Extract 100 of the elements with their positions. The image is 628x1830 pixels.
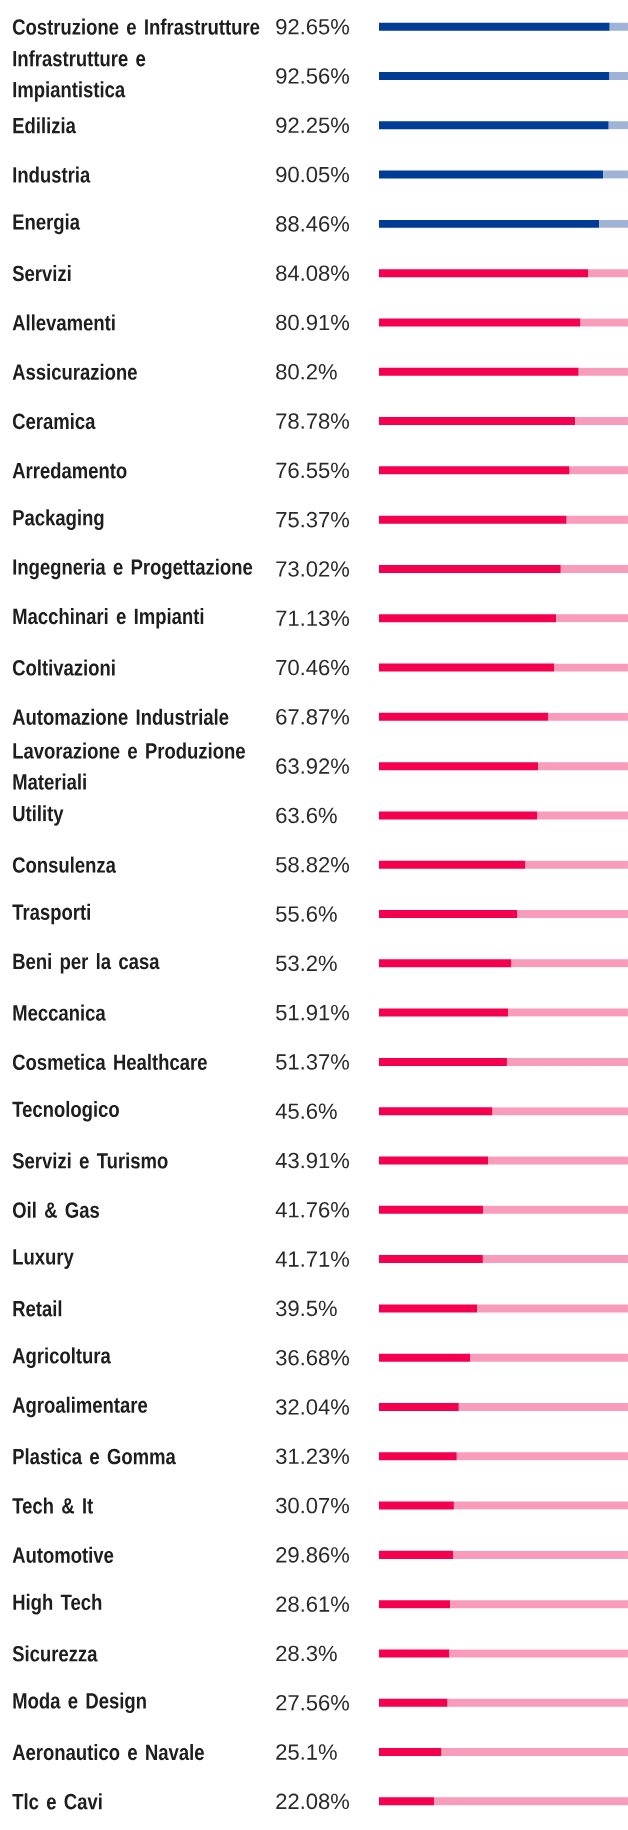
data-label: 76.55% [276, 462, 350, 479]
bar [537, 811, 628, 820]
data-label: 39.5% [276, 1300, 337, 1317]
bar [378, 71, 610, 80]
bar [609, 71, 628, 80]
bar [560, 564, 628, 573]
bar [482, 1205, 628, 1214]
bar [458, 1402, 628, 1411]
data-label: 58.82% [276, 856, 350, 873]
y-tick-label: Arredamento [12, 462, 127, 479]
data-label: 90.05% [276, 166, 350, 183]
y-tick-label: Aeronautico e Navale [12, 1743, 204, 1761]
data-label: 71.13% [276, 610, 350, 627]
bar [554, 663, 628, 672]
bar [453, 1550, 628, 1559]
bar [578, 367, 628, 376]
bar [575, 417, 628, 426]
data-label: 63.92% [276, 758, 350, 774]
bar [609, 22, 628, 31]
data-label: 28.61% [276, 1596, 350, 1612]
data-label: 88.46% [276, 216, 350, 232]
y-tick-label: Oil & Gas [12, 1201, 100, 1218]
y-tick-label: Automotive [12, 1546, 114, 1563]
bar [378, 663, 555, 672]
bar [450, 1600, 628, 1609]
data-label: 28.3% [276, 1645, 337, 1662]
bar [378, 860, 526, 869]
y-tick-label: Meccanica [13, 1004, 106, 1021]
bar [441, 1748, 628, 1757]
data-label: 51.91% [276, 1004, 350, 1021]
y-tick-label: Trasporti [12, 903, 90, 925]
y-tick-label: Macchinari e Impianti [13, 607, 204, 629]
bar [378, 1107, 493, 1116]
bar [378, 170, 604, 179]
bar [378, 1748, 442, 1757]
y-tick-label: Servizi e Turismo [12, 1152, 168, 1169]
bar [488, 1156, 628, 1165]
data-label: 45.6% [275, 1103, 337, 1119]
bar [588, 269, 628, 278]
bar [477, 1304, 628, 1313]
bar [599, 219, 628, 228]
bar [378, 1452, 457, 1461]
bar [378, 269, 589, 278]
bar [378, 1057, 507, 1066]
data-label: 41.76% [275, 1202, 350, 1218]
y-tick-label: Tech & It [12, 1497, 94, 1514]
bar [378, 712, 548, 721]
bar [378, 1304, 478, 1313]
bar [569, 466, 628, 475]
bar [378, 1698, 448, 1707]
data-label: 67.87% [276, 709, 350, 725]
y-tick-label: Tlc e Cavi [12, 1793, 102, 1810]
bar [378, 762, 539, 771]
bar [378, 1550, 454, 1559]
bar [378, 1600, 451, 1609]
bar [378, 910, 518, 919]
y-tick-label: Tecnologico [12, 1100, 119, 1122]
data-label: 25.1% [276, 1744, 337, 1760]
bar [378, 515, 567, 524]
y-tick-label: Agricoltura [12, 1347, 111, 1368]
y-tick-label: Sicurezza [12, 1645, 98, 1662]
y-tick-label: Plastica e Gomma [13, 1448, 176, 1465]
bar [378, 959, 512, 968]
data-label: 80.2% [276, 363, 337, 380]
y-tick-label: Consulenza [12, 856, 117, 873]
bar [566, 515, 628, 524]
bar [378, 1501, 454, 1510]
bar [511, 959, 628, 968]
data-label: 30.07% [276, 1497, 350, 1514]
bar [378, 466, 570, 475]
y-tick-label: Automazione Industriale [12, 708, 229, 725]
y-tick-label: Ceramica [12, 412, 96, 430]
bar [378, 1797, 434, 1806]
data-label: 36.68% [276, 1349, 350, 1366]
y-tick-label: Packaging [13, 509, 104, 530]
y-tick-label: Lavorazione e Produzione Materiali [13, 742, 245, 790]
y-tick-label: Cosmetica Healthcare [12, 1053, 207, 1070]
bar [378, 1255, 483, 1264]
data-label: 31.23% [276, 1448, 350, 1465]
bar [378, 318, 581, 327]
data-label: 73.02% [276, 561, 350, 577]
y-tick-label: Costruzione e Infrastrutture [12, 18, 260, 35]
data-label: 92.25% [276, 117, 350, 134]
y-tick-label: Retail [13, 1300, 62, 1317]
bar [538, 762, 628, 771]
y-tick-label: Energia [13, 213, 81, 235]
data-label: 51.37% [276, 1054, 350, 1070]
bar [378, 121, 609, 130]
data-label: 29.86% [276, 1547, 350, 1563]
y-tick-label: Beni per la casa [13, 953, 160, 974]
bar [482, 1255, 628, 1264]
bar [547, 712, 628, 721]
data-label: 53.2% [276, 955, 337, 972]
y-tick-label: Coltivazioni [12, 659, 115, 676]
bar [470, 1353, 628, 1362]
y-tick-label: High Tech [13, 1593, 102, 1615]
data-label: 92.65% [276, 18, 350, 35]
y-tick-label: Industria [13, 166, 91, 183]
y-tick-label: Edilizia [13, 117, 76, 134]
bar [378, 219, 600, 228]
